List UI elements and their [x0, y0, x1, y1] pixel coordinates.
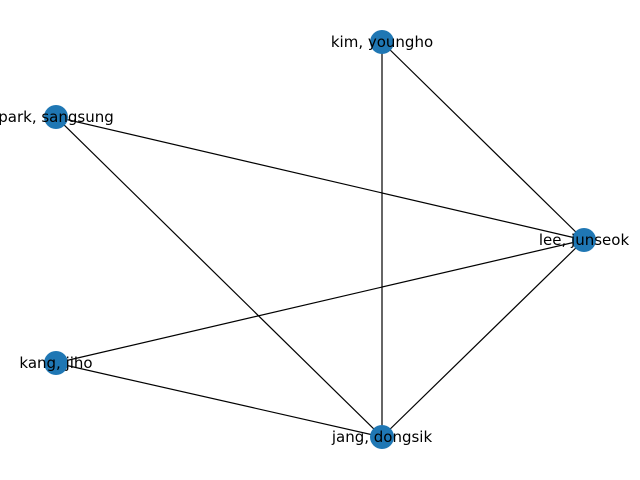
node-label-kim: kim, youngho: [331, 33, 433, 51]
node-label-lee: lee, junseok: [539, 231, 630, 249]
edge-kim-lee: [381, 41, 585, 241]
node-jang: [370, 425, 394, 449]
edge-lee-jang: [381, 239, 585, 438]
node-lee: [572, 228, 596, 252]
node-layer: [44, 30, 596, 449]
node-park: [44, 105, 68, 129]
label-layer: kim, youngho park, sangsung lee, junseok ka…: [0, 33, 629, 446]
node-label-jang: jang, dongsik: [331, 428, 433, 446]
edge-kang-lee: [55, 239, 585, 364]
node-kim: [370, 30, 394, 54]
edge-layer: [55, 41, 585, 438]
node-label-kang: kang, jiho: [19, 354, 92, 372]
edge-park-jang: [55, 116, 383, 438]
edge-kang-jang: [55, 362, 383, 438]
node-label-park: park, sangsung: [0, 108, 114, 126]
node-kang: [44, 351, 68, 375]
edge-park-lee: [55, 116, 585, 241]
